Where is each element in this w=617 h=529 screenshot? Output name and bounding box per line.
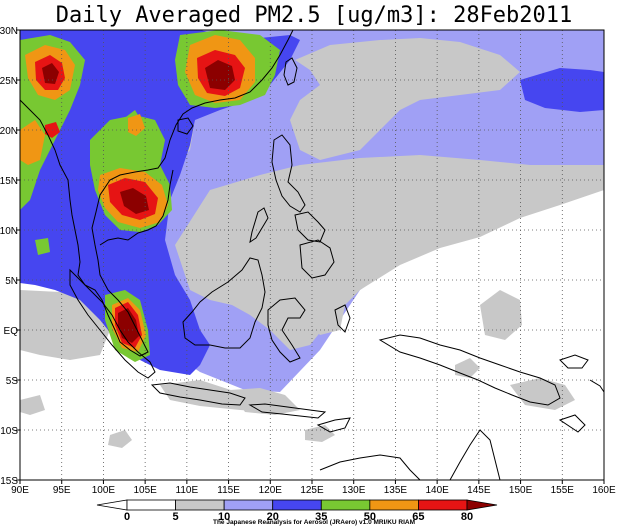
lon-tick-label: 145E — [467, 485, 491, 496]
coastline-hainan — [177, 117, 194, 135]
colorbar-bin — [320, 499, 371, 511]
field-region-0-5 — [20, 190, 604, 480]
field-region-35-50 — [35, 238, 50, 255]
coastline-lesser-sunda — [248, 403, 327, 419]
field-region-5-10 — [290, 38, 520, 160]
lon-tick-label: 100E — [92, 485, 116, 496]
colorbar-label: 35 — [315, 511, 327, 523]
colorbar-label: 50 — [364, 511, 376, 523]
coastline-bismarck — [559, 354, 589, 369]
lat-tick-label: 10N — [0, 226, 18, 237]
lon-tick-label: 95E — [53, 485, 71, 496]
lat-tick-label: 15N — [0, 176, 18, 187]
coastline-sumatra — [69, 268, 156, 379]
coastlines — [20, 30, 604, 480]
lon-tick-label: 155E — [551, 485, 575, 496]
coastline-borneo — [182, 257, 266, 349]
lon-axis: 90E 95E 100E 105E 110E 115E 120E 125E 130E 135E 14… — [11, 480, 616, 496]
field-region-5-10 — [305, 290, 345, 335]
colorbar: 0 5 10 20 35 50 65 80 — [96, 499, 498, 523]
lat-tick-label: 5N — [5, 276, 18, 287]
lon-tick-label: 150E — [509, 485, 533, 496]
field-region-5-10 — [510, 378, 575, 410]
lat-tick-label: 25N — [0, 76, 18, 87]
lon-tick-label: 110E — [176, 485, 199, 496]
lat-tick-label: 10S — [0, 426, 18, 437]
data-credit: The Japanese Reanalysis for Aerosol (JRA… — [213, 519, 415, 526]
coastline-solomons — [589, 379, 604, 393]
field-region-50-65 — [128, 114, 145, 136]
colorbar-bin — [418, 499, 468, 511]
field-region-5-10 — [175, 155, 604, 350]
lat-axis: 15S 10S 5S EQ 5N 10N 15N 20N 25N 30N — [0, 26, 20, 487]
map-grid — [20, 30, 604, 480]
coastline-halmahera — [334, 304, 351, 333]
lon-tick-label: 105E — [133, 485, 157, 496]
colorbar-bin — [126, 499, 176, 511]
map-title: Daily Averaged PM2.5 [ug/m3]: 28Feb2011 — [56, 3, 573, 28]
lat-tick-label: EQ — [4, 326, 19, 337]
field-region-5-10 — [305, 425, 335, 442]
coastline-hokkaido-tip — [558, 414, 586, 433]
field-region-5-10 — [108, 430, 132, 448]
map-area — [20, 30, 604, 480]
coastline-sulawesi — [267, 297, 306, 363]
lon-tick-label: 120E — [259, 485, 283, 496]
lon-tick-label: 90E — [11, 485, 29, 496]
coastline-cape-york — [449, 429, 501, 480]
field-region-5-10 — [480, 290, 522, 340]
colorbar-bin — [175, 499, 225, 511]
coastline-palawan — [249, 207, 269, 244]
lon-tick-label: 125E — [300, 485, 324, 496]
lat-tick-label: 15S — [0, 476, 18, 487]
lat-tick-label: 20N — [0, 126, 18, 137]
coastline-mainland-asia — [20, 30, 294, 357]
field-region-80-plus — [205, 60, 235, 90]
colorbar-label: 5 — [173, 511, 179, 523]
lon-tick-label: 130E — [342, 485, 366, 496]
lon-tick-label: 115E — [217, 485, 240, 496]
coastline-mindanao — [299, 239, 335, 279]
colorbar-label: 80 — [461, 511, 473, 523]
lat-tick-label: 5S — [6, 376, 19, 387]
lon-tick-label: 160E — [592, 485, 616, 496]
colorbar-label: 0 — [124, 511, 130, 523]
colorbar-label: 20 — [267, 511, 279, 523]
coastline-java — [150, 382, 246, 406]
coastline-taiwan — [283, 57, 298, 86]
lat-tick-label: 30N — [0, 26, 18, 37]
colorbar-bin — [96, 499, 128, 511]
field-region-80-plus — [120, 188, 149, 214]
field-region-50-65 — [20, 120, 45, 165]
coastline-gulf-thailand — [99, 169, 174, 246]
colorbar-bin — [272, 499, 322, 511]
colorbar-bin — [223, 499, 274, 511]
lon-tick-label: 135E — [384, 485, 408, 496]
colorbar-bin — [369, 499, 419, 511]
coastline-luzon — [271, 134, 306, 213]
coastline-timor — [316, 417, 351, 433]
lon-tick-label: 140E — [425, 485, 449, 496]
colorbar-bin — [466, 499, 498, 511]
coastline-new-guinea — [378, 334, 561, 406]
colorbar-label: 10 — [218, 511, 230, 523]
coastline-visayas — [294, 211, 326, 243]
field-region-5-10 — [230, 388, 300, 415]
field-region-5-10 — [20, 395, 45, 415]
colorbar-label: 65 — [412, 511, 424, 523]
field-region-80-plus — [42, 63, 59, 84]
coastline-australia-north — [319, 454, 421, 480]
